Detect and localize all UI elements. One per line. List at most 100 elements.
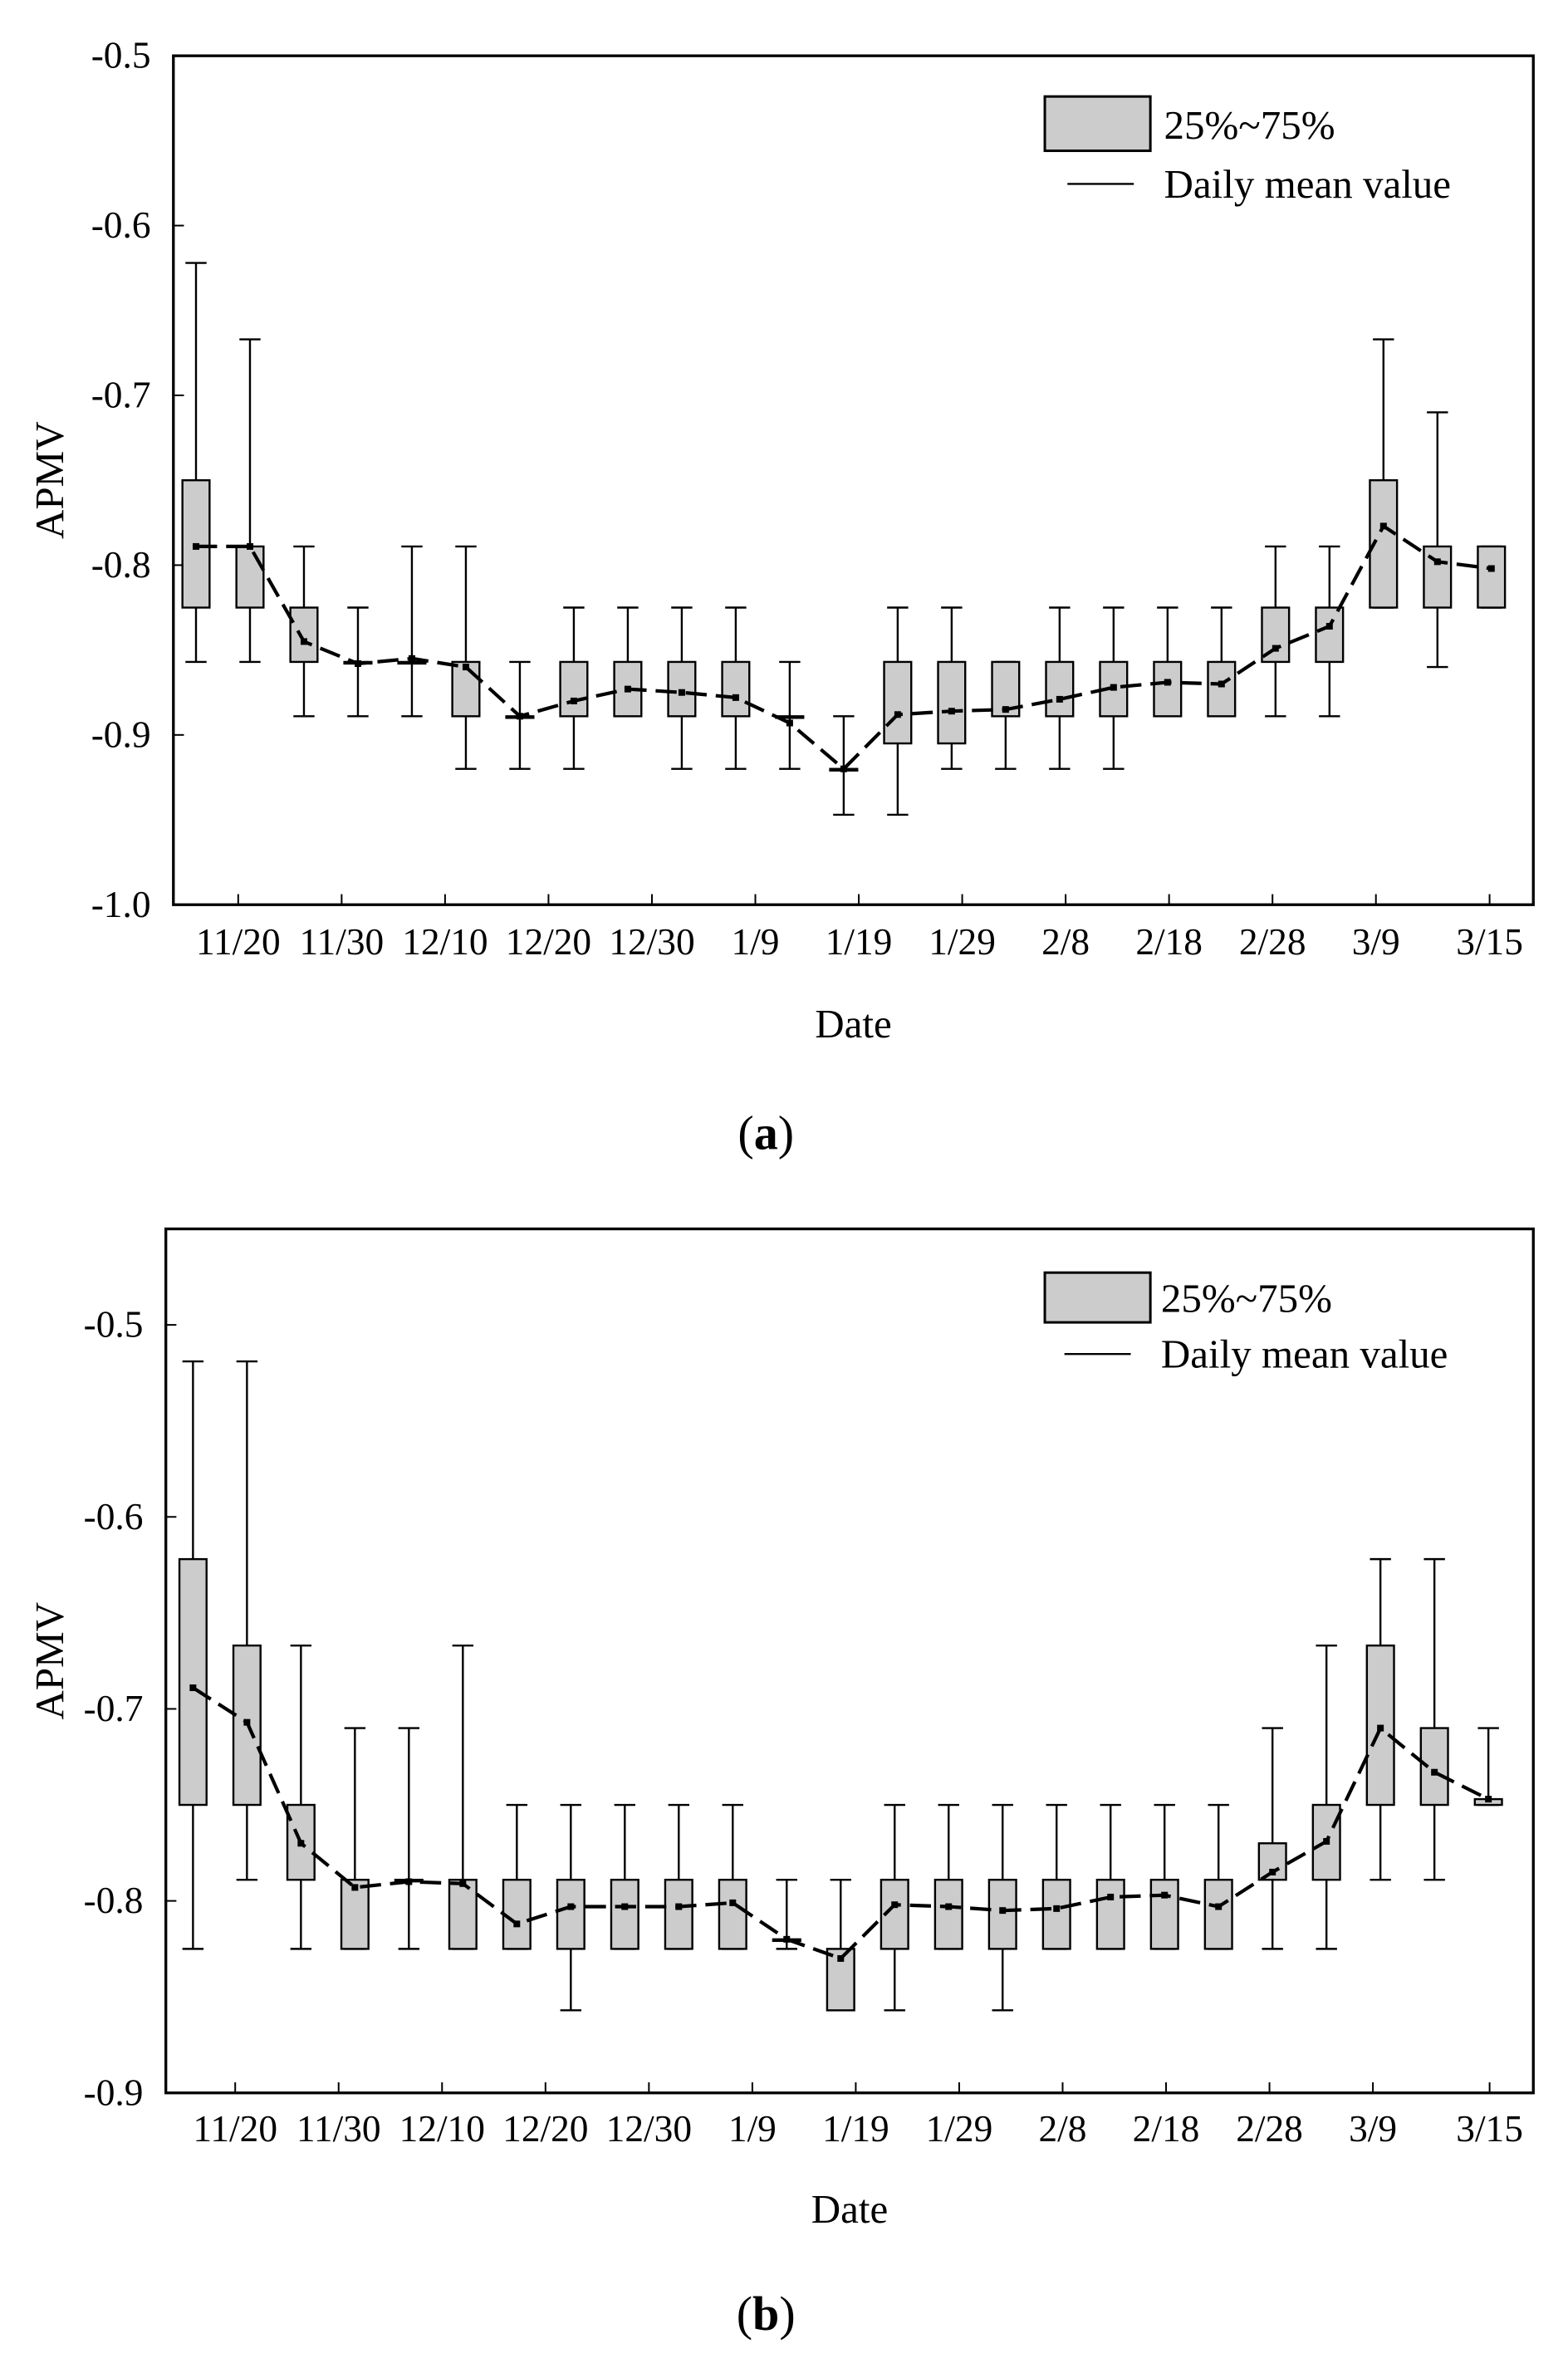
mean-marker xyxy=(999,1907,1007,1915)
x-tick-label: 12/10 xyxy=(399,2108,485,2150)
box-10 xyxy=(667,606,697,770)
x-tick-label: 1/19 xyxy=(826,921,893,963)
mean-marker xyxy=(894,711,901,718)
box-4 xyxy=(340,1727,370,1950)
box-15 xyxy=(937,606,967,770)
mean-marker xyxy=(408,655,415,662)
box-6 xyxy=(451,545,481,770)
box-23 xyxy=(1369,338,1399,609)
box-2 xyxy=(232,1360,262,1881)
mean-marker xyxy=(1433,558,1441,566)
mean-marker xyxy=(786,719,793,727)
x-tick-label: 2/8 xyxy=(1038,2108,1086,2150)
x-tick-label: 2/28 xyxy=(1239,921,1306,963)
iqr-box xyxy=(235,545,265,609)
y-tick-label: -1.0 xyxy=(91,884,151,925)
panel-label: (b) xyxy=(737,2287,796,2341)
plot-frame xyxy=(172,54,1535,906)
mean-marker xyxy=(1487,565,1495,572)
mean-marker xyxy=(1215,1903,1223,1910)
mean-marker xyxy=(459,1880,467,1887)
box-13 xyxy=(826,1878,855,2012)
x-tick-label: 11/20 xyxy=(196,921,281,963)
mean-marker xyxy=(1056,695,1063,703)
x-tick-label: 3/9 xyxy=(1349,2108,1397,2150)
iqr-box xyxy=(1207,660,1237,718)
x-tick-label: 11/30 xyxy=(296,2108,381,2150)
x-tick-label: 2/28 xyxy=(1236,2108,1303,2150)
mean-marker xyxy=(243,1718,251,1726)
box-24 xyxy=(1423,411,1453,669)
box-11 xyxy=(718,1803,747,1950)
iqr-box xyxy=(1477,545,1507,609)
x-axis-title: Date xyxy=(811,2186,889,2232)
iqr-box xyxy=(933,1878,963,1950)
x-tick-label: 3/9 xyxy=(1352,921,1400,963)
box-19 xyxy=(1153,606,1183,718)
y-axis-title: APMV xyxy=(27,421,72,539)
mean-marker xyxy=(300,638,307,645)
mean-marker xyxy=(678,689,685,696)
iqr-box xyxy=(937,660,967,745)
y-tick-label: -0.6 xyxy=(91,204,151,246)
x-tick-label: 12/30 xyxy=(609,921,694,963)
mean-marker xyxy=(1161,1891,1169,1899)
iqr-box xyxy=(1311,1803,1341,1881)
iqr-box xyxy=(1041,1878,1071,1950)
box-9 xyxy=(610,1803,639,1950)
mean-marker xyxy=(513,1920,521,1928)
panel-label-open: ( xyxy=(737,1106,753,1160)
y-axis-title: APMV xyxy=(27,1602,72,1720)
box-14 xyxy=(883,606,913,816)
plot-frame xyxy=(164,1227,1535,2095)
legend: 25%~75% Daily mean value xyxy=(1043,1271,1448,1377)
mean-marker xyxy=(1218,680,1225,688)
box-25 xyxy=(1477,545,1507,609)
mean-marker xyxy=(675,1903,683,1910)
iqr-box xyxy=(1095,1878,1125,1950)
mean-marker xyxy=(462,664,469,671)
panel-label-close: ) xyxy=(778,1106,794,1160)
y-tick-label: -0.9 xyxy=(84,2071,144,2113)
iqr-box xyxy=(178,1557,208,1807)
y-tick-label: -0.8 xyxy=(91,544,151,586)
mean-marker xyxy=(732,694,739,701)
iqr-box xyxy=(559,660,589,718)
mean-marker xyxy=(354,659,361,667)
box-21 xyxy=(1257,1727,1287,1950)
box-23 xyxy=(1365,1557,1395,1881)
chart-panel-b: -0.9 -0.8 -0.7 -0.6 -0.5 11/20 11/30 12/10 12/20… xyxy=(27,1227,1535,2232)
box-19 xyxy=(1149,1803,1179,1950)
box-15 xyxy=(933,1803,963,1950)
x-tick-label: 11/20 xyxy=(193,2108,277,2150)
mean-marker xyxy=(783,1935,791,1943)
box-24 xyxy=(1419,1557,1449,1881)
box-11 xyxy=(721,606,751,770)
iqr-box xyxy=(987,1878,1017,1950)
mean-marker xyxy=(840,765,847,772)
mean-marker xyxy=(1053,1905,1061,1912)
x-axis-title: Date xyxy=(815,1001,892,1047)
mean-marker xyxy=(891,1901,899,1909)
x-tick-label: 12/10 xyxy=(402,921,488,963)
mean-marker xyxy=(1325,622,1333,630)
box-12 xyxy=(775,660,805,770)
box-16 xyxy=(991,660,1021,770)
mean-marker xyxy=(1107,1893,1115,1900)
box-1 xyxy=(181,262,211,664)
legend-line-label: Daily mean value xyxy=(1164,161,1451,207)
x-tick-label: 3/15 xyxy=(1456,921,1523,963)
x-tick-label: 2/18 xyxy=(1133,2108,1200,2150)
iqr-box xyxy=(397,660,427,665)
mean-marker xyxy=(193,542,199,550)
mean-marker xyxy=(1323,1837,1330,1845)
iqr-box xyxy=(1203,1878,1233,1950)
x-tick-label: 12/20 xyxy=(506,921,591,963)
y-tick-label: -0.5 xyxy=(84,1304,144,1346)
mean-marker xyxy=(297,1840,305,1847)
box-20 xyxy=(1203,1803,1233,1950)
box-3 xyxy=(286,1644,316,1950)
box-18 xyxy=(1095,1803,1125,1950)
